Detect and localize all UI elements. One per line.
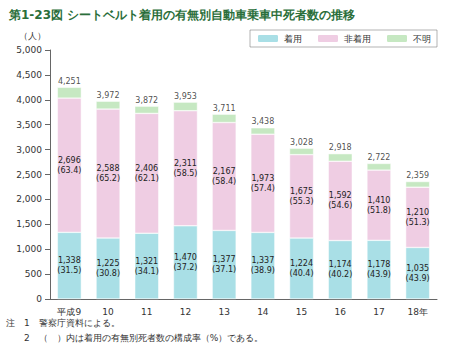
svg-text:2,918: 2,918	[329, 143, 352, 152]
svg-text:1,178: 1,178	[367, 260, 390, 269]
svg-text:(62.1): (62.1)	[135, 174, 159, 183]
svg-text:3,711: 3,711	[213, 104, 236, 113]
svg-text:(51.3): (51.3)	[406, 218, 430, 227]
svg-text:(51.8): (51.8)	[367, 206, 391, 215]
svg-text:11: 11	[141, 307, 152, 317]
svg-text:(55.3): (55.3)	[290, 197, 314, 206]
svg-text:(38.9): (38.9)	[251, 266, 275, 275]
svg-text:(54.6): (54.6)	[328, 201, 352, 210]
svg-text:1,592: 1,592	[329, 191, 352, 200]
svg-text:15: 15	[296, 307, 307, 317]
svg-text:1,470: 1,470	[174, 253, 197, 262]
svg-text:10: 10	[102, 307, 114, 317]
svg-text:3,000: 3,000	[16, 145, 42, 155]
svg-text:(43.9): (43.9)	[406, 274, 430, 283]
svg-text:(37.2): (37.2)	[173, 263, 197, 272]
svg-text:注 1 警察庁資料による。: 注 1 警察庁資料による。	[6, 318, 120, 328]
svg-text:1,338: 1,338	[58, 256, 81, 265]
svg-text:2,406: 2,406	[135, 164, 158, 173]
svg-text:(34.1): (34.1)	[135, 267, 159, 276]
svg-text:第1-23図 シートベルト着用の有無別自動車乗車中死者数の推: 第1-23図 シートベルト着用の有無別自動車乗車中死者数の推移	[8, 8, 355, 22]
svg-text:2,588: 2,588	[97, 164, 120, 173]
svg-text:3,438: 3,438	[251, 117, 274, 126]
svg-text:(58.4): (58.4)	[212, 177, 236, 186]
svg-text:1,000: 1,000	[16, 244, 42, 254]
svg-text:3,500: 3,500	[16, 120, 42, 130]
svg-text:2,696: 2,696	[58, 156, 81, 165]
svg-text:(58.5): (58.5)	[173, 169, 197, 178]
svg-text:(40.4): (40.4)	[290, 269, 314, 278]
svg-text:1,337: 1,337	[251, 256, 274, 265]
svg-text:4,251: 4,251	[58, 77, 81, 86]
svg-text:18年: 18年	[407, 307, 427, 317]
svg-text:3,953: 3,953	[174, 92, 197, 101]
svg-text:17: 17	[373, 307, 384, 317]
svg-text:3,872: 3,872	[135, 96, 158, 105]
svg-text:（人）: （人）	[19, 31, 46, 41]
svg-text:1,377: 1,377	[213, 255, 236, 264]
svg-text:2,359: 2,359	[406, 171, 429, 180]
svg-text:4,500: 4,500	[16, 70, 42, 80]
svg-text:(65.2): (65.2)	[96, 174, 120, 183]
svg-text:(30.8): (30.8)	[96, 269, 120, 278]
svg-text:1,321: 1,321	[135, 257, 158, 266]
svg-text:非着用: 非着用	[344, 34, 371, 44]
svg-text:(63.4): (63.4)	[57, 166, 81, 175]
svg-text:13: 13	[218, 307, 229, 317]
svg-text:(57.4): (57.4)	[251, 184, 275, 193]
svg-text:3,972: 3,972	[97, 91, 120, 100]
svg-text:500: 500	[25, 269, 42, 279]
svg-text:2,500: 2,500	[16, 170, 42, 180]
svg-text:1,210: 1,210	[406, 208, 429, 217]
svg-text:(43.9): (43.9)	[367, 270, 391, 279]
svg-text:不明: 不明	[413, 34, 431, 44]
svg-text:5,000: 5,000	[16, 45, 42, 55]
svg-text:1,973: 1,973	[251, 174, 274, 183]
svg-text:12: 12	[180, 307, 191, 317]
svg-text:2,000: 2,000	[16, 194, 42, 204]
svg-text:2,311: 2,311	[174, 159, 197, 168]
svg-text:0: 0	[36, 294, 42, 304]
svg-text:1,500: 1,500	[16, 219, 42, 229]
svg-text:1,174: 1,174	[329, 260, 352, 269]
svg-text:1,035: 1,035	[406, 264, 429, 273]
svg-text:(37.1): (37.1)	[212, 265, 236, 274]
svg-text:3,028: 3,028	[290, 138, 313, 147]
svg-text:1,225: 1,225	[97, 259, 120, 268]
svg-text:(40.2): (40.2)	[328, 270, 352, 279]
svg-text:1,675: 1,675	[290, 187, 313, 196]
svg-text:14: 14	[257, 307, 269, 317]
svg-text:4,000: 4,000	[16, 95, 42, 105]
svg-text:16: 16	[335, 307, 347, 317]
svg-text:平成9: 平成9	[57, 307, 81, 317]
svg-text:2 （ ）内は着用の有無別死者数の構成率（%）である。: 2 （ ）内は着用の有無別死者数の構成率（%）である。	[6, 333, 263, 343]
svg-text:1,410: 1,410	[367, 196, 390, 205]
svg-text:2,722: 2,722	[367, 153, 390, 162]
svg-text:(31.5): (31.5)	[57, 266, 81, 275]
svg-text:2,167: 2,167	[213, 167, 236, 176]
svg-text:着用: 着用	[284, 34, 302, 44]
svg-text:1,224: 1,224	[290, 259, 313, 268]
